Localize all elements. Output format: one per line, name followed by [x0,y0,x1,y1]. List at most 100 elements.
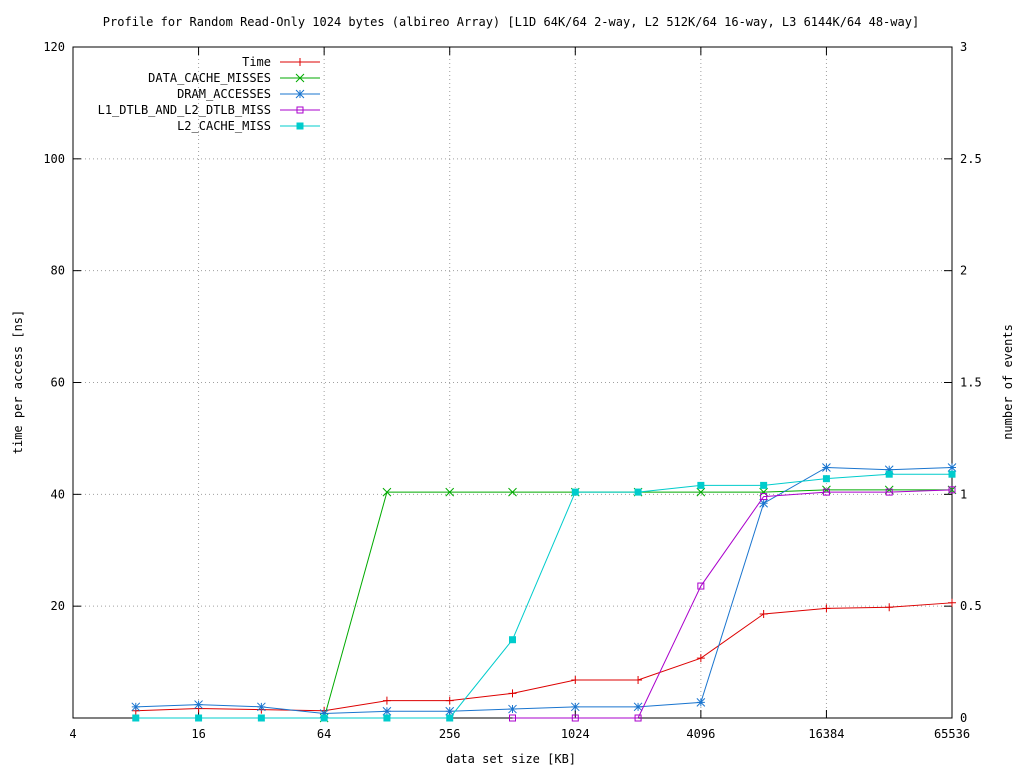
y2-tick-label: 3 [960,40,967,54]
data-point [571,714,579,722]
y2-tick-label: 1.5 [960,376,982,390]
data-point [760,481,768,489]
legend-label: L1_DTLB_AND_L2_DTLB_MISS [98,103,271,117]
data-point [257,702,266,712]
data-point [948,486,956,494]
data-point [822,488,830,496]
data-point [320,714,328,722]
series-dram-accesses [131,463,957,718]
legend-marker [296,106,304,114]
series-line [135,466,953,715]
data-point [508,689,517,698]
data-point [696,487,706,497]
data-point [633,702,643,712]
data-point [885,488,893,496]
legend-label: L2_CACHE_MISS [177,119,271,133]
y-tick-label: 40 [51,487,65,501]
data-point [634,488,642,496]
axis-ticks: 4 16 64 256 1024 4096 16384 6553620406080100120… [43,40,981,741]
series-time [131,598,956,715]
series-line [135,602,953,712]
y-tick-label: 60 [51,376,65,390]
data-point [508,487,517,497]
x-tick-label: 4 [69,727,76,741]
data-point [947,463,957,472]
data-point [948,470,956,478]
y-tick-label: 80 [51,264,65,278]
series-group [131,463,957,723]
x-tick-label: 16384 [808,727,844,741]
data-point [382,706,392,716]
data-point [382,696,391,705]
y-tick-label: 20 [51,599,65,613]
legend-marker [296,58,304,66]
series-l2-cache-miss [132,470,956,722]
x-tick-label: 1024 [561,727,590,741]
legend: Time DATA_CACHE_MISSES DRAM_ACCESSES L1_DTL… [98,55,320,133]
data-point [383,714,391,722]
data-point [884,465,894,475]
data-point [634,714,642,722]
series-line [512,489,953,719]
legend-marker [295,89,305,99]
data-point [132,714,140,722]
y-axis-label: time per access [ns] [11,310,25,455]
data-point [195,714,203,722]
grid [73,47,952,718]
data-point [822,604,831,613]
x-tick-label: 65536 [934,727,970,741]
x-tick-label: 256 [439,727,461,741]
x-tick-label: 4096 [686,727,715,741]
series-data-cache-misses [319,485,957,723]
data-point [509,714,516,722]
data-point [445,696,454,705]
legend-marker [296,122,304,130]
data-point [760,493,768,501]
series-line [135,473,952,719]
data-point [697,582,705,590]
y2-tick-label: 2 [960,264,967,278]
data-point [194,700,203,709]
data-point [571,488,579,496]
y2-tick-label: 0.5 [960,599,982,613]
data-point [759,609,768,618]
data-point [759,498,768,508]
legend-label: Time [242,55,271,69]
series-l1-dtlb-and-l2-dtlb-miss [509,486,956,722]
data-point [634,675,643,684]
data-point [445,487,455,497]
y2-tick-label: 0 [960,711,967,725]
data-point [382,487,392,497]
y2-tick-label: 2.5 [960,152,982,166]
data-point [696,654,705,663]
data-point [509,636,516,644]
data-point [131,702,141,712]
y-tick-label: 120 [43,40,65,54]
legend-marker [295,73,305,83]
plot-frame [72,46,953,719]
x-tick-label: 16 [191,727,205,741]
x-axis-label: data set size [KB] [446,752,576,766]
data-point [508,704,517,714]
data-point [445,706,455,716]
data-point [697,481,705,489]
data-point [696,697,706,707]
y2-tick-label: 1 [960,487,967,501]
data-point [885,603,894,612]
y-tick-label: 100 [43,152,65,166]
x-tick-label: 64 [317,727,331,741]
legend-label: DATA_CACHE_MISSES [148,71,271,85]
data-point [570,702,580,712]
data-point [885,470,893,478]
data-point [257,714,265,722]
chart-title: Profile for Random Read-Only 1024 bytes … [103,15,919,29]
data-point [822,475,830,483]
y2-axis-label: number of events [1001,324,1015,440]
data-point [948,598,956,607]
data-point [571,675,580,684]
data-point [822,463,831,472]
legend-label: DRAM_ACCESSES [177,87,271,101]
data-point [446,714,454,722]
data-point [319,709,329,718]
